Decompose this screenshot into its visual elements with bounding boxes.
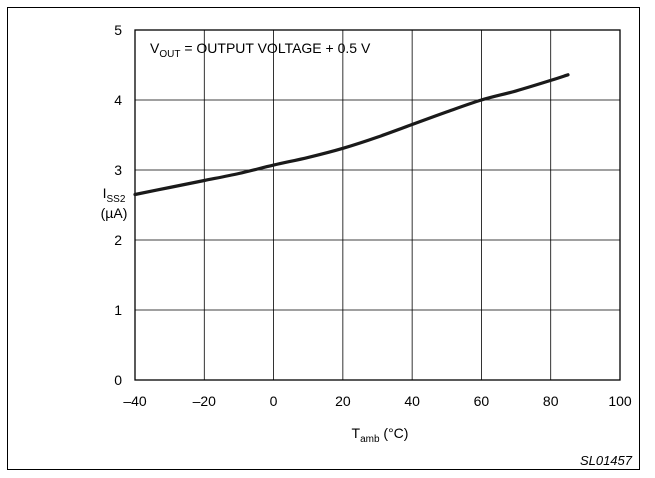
x-tick-label: 0 bbox=[270, 393, 278, 409]
y-tick-label: 3 bbox=[114, 162, 122, 178]
y-tick-label: 4 bbox=[114, 92, 122, 108]
series-line bbox=[133, 73, 570, 197]
plot-area bbox=[134, 29, 621, 381]
y-axis-label: ISS2 bbox=[103, 185, 126, 205]
annotation: VOUT = OUTPUT VOLTAGE + 0.5 V bbox=[150, 40, 371, 60]
x-tick-label: 60 bbox=[474, 393, 490, 409]
y-tick-label: 2 bbox=[114, 232, 122, 248]
x-tick-label: –20 bbox=[193, 393, 217, 409]
x-tick-label: 20 bbox=[335, 393, 351, 409]
y-tick-label: 0 bbox=[114, 372, 122, 388]
figure-id: SL01457 bbox=[580, 453, 633, 468]
x-tick-label: 80 bbox=[543, 393, 559, 409]
x-tick-label: 100 bbox=[608, 393, 632, 409]
x-tick-label: –40 bbox=[123, 393, 147, 409]
y-tick-label: 5 bbox=[114, 22, 122, 38]
y-tick-label: 1 bbox=[114, 302, 122, 318]
x-tick-labels: –40 –20 0 20 40 60 80 100 bbox=[123, 393, 632, 409]
y-axis-unit: (µA) bbox=[101, 205, 128, 221]
chart-frame bbox=[7, 7, 640, 470]
y-tick-labels: 0 1 2 3 4 5 bbox=[114, 22, 122, 388]
x-axis-label: Tamb (°C) bbox=[352, 425, 409, 445]
x-tick-label: 40 bbox=[404, 393, 420, 409]
